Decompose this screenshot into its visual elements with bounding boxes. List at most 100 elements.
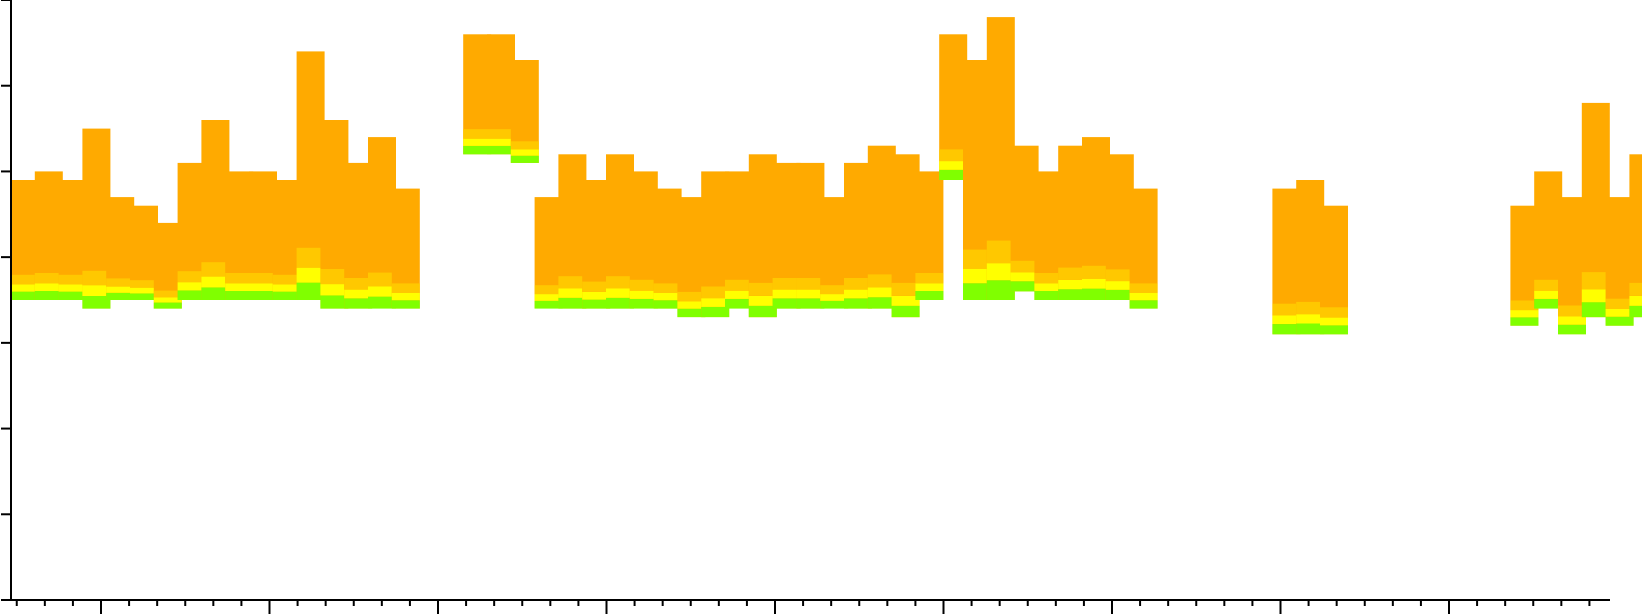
bar-segment-band	[677, 308, 706, 318]
bar	[130, 205, 158, 300]
bar	[701, 171, 730, 318]
bar	[986, 17, 1015, 300]
bar-segment-band	[106, 286, 135, 293]
bar-segment-band	[986, 263, 1015, 281]
bar-segment-band	[320, 295, 349, 309]
bar-segment-orange	[1629, 154, 1642, 318]
bar-segment-band	[344, 289, 373, 299]
bar	[1058, 145, 1087, 300]
bar-segment-band	[1272, 324, 1301, 335]
bar-segment-band	[1010, 260, 1039, 273]
bar-segment-band	[487, 138, 515, 146]
bar-segment-band	[772, 298, 801, 309]
bar-segment-band	[201, 276, 230, 288]
bar-segment-band	[153, 290, 182, 298]
bar-segment-band	[225, 273, 254, 284]
bar	[939, 34, 968, 180]
bar-segment-band	[1629, 305, 1642, 318]
bar	[1629, 154, 1642, 318]
bar-segment-band	[1272, 303, 1301, 316]
bar-segment-band	[1105, 269, 1134, 282]
bar-segment-band	[653, 293, 682, 301]
bar-segment-band	[772, 278, 801, 290]
bar-segment-band	[1129, 293, 1158, 301]
bar-segment-band	[534, 285, 563, 295]
bar	[1272, 188, 1301, 335]
bar	[891, 154, 920, 318]
bar-segment-band	[1558, 305, 1586, 317]
bar-segment-band	[725, 290, 753, 299]
bar	[106, 197, 135, 300]
bar-segment-band	[939, 169, 968, 180]
bar-segment-band	[34, 291, 63, 300]
bar-segment-band	[463, 129, 492, 139]
bar-segment-band	[1510, 317, 1539, 326]
bar-segment-band	[487, 129, 515, 139]
bar-segment-band	[272, 291, 301, 300]
bar-segment-band	[177, 271, 206, 283]
bar	[1320, 205, 1348, 335]
bar	[1510, 205, 1539, 326]
bar-segment-band	[796, 289, 825, 299]
bar-segment-band	[1010, 272, 1039, 282]
bar-segment-band	[391, 300, 420, 309]
bar-segment-band	[772, 289, 801, 299]
bar-segment-band	[106, 292, 135, 300]
bar	[1034, 171, 1063, 300]
bar-segment-band	[844, 278, 872, 290]
bar-segment-band	[272, 274, 301, 285]
bar	[1129, 188, 1158, 309]
axes	[1, 0, 1610, 614]
bar-segment-band	[153, 302, 182, 309]
bar-segment-band	[368, 286, 396, 297]
bar	[677, 197, 706, 318]
bar-segment-band	[344, 278, 373, 290]
bar-segment-band	[177, 290, 206, 300]
bar-segment-band	[629, 290, 658, 299]
bar-segment-band	[986, 240, 1015, 264]
bar-segment-band	[701, 298, 730, 307]
bar-segment-band	[582, 281, 611, 292]
bar-segment-band	[1534, 279, 1563, 291]
bar-segment-band	[653, 300, 682, 309]
bar-segment-band	[629, 279, 658, 291]
bar-segment-band	[534, 294, 563, 301]
bar-segment-band	[296, 247, 325, 268]
bar-segment-band	[820, 300, 849, 309]
bar-segment-band	[867, 274, 896, 288]
bar-segment-band	[201, 262, 230, 277]
bar-segment-band	[130, 280, 158, 288]
bar	[915, 171, 944, 300]
bar-segment-band	[11, 274, 39, 285]
bar-segment-band	[272, 284, 301, 292]
bar	[177, 162, 206, 300]
bar-segment-band	[296, 282, 325, 300]
bar-segment-band	[939, 161, 968, 170]
bar-segment-band	[963, 268, 991, 284]
bar-segment-band	[1510, 300, 1539, 311]
bar-segment-band	[368, 296, 396, 309]
bar-segment-band	[58, 284, 87, 292]
bar	[725, 171, 753, 309]
bar	[629, 171, 658, 309]
bar-segment-band	[1058, 267, 1087, 280]
bar-segment-band	[510, 149, 539, 156]
bar-segment-band	[1296, 314, 1325, 324]
bar	[201, 120, 230, 300]
bar	[1105, 154, 1134, 300]
bar	[272, 180, 301, 300]
bar-segment-band	[1082, 288, 1110, 300]
bar-segment-band	[1105, 289, 1134, 300]
bar-segment-band	[130, 287, 158, 294]
bar-segment-band	[796, 278, 825, 290]
bar-segment-band	[391, 283, 420, 293]
bar	[867, 145, 896, 309]
bar-segment-band	[58, 274, 87, 285]
bar-segment-band	[1034, 283, 1063, 291]
bar	[653, 188, 682, 309]
bar	[249, 171, 277, 300]
bar-segment-band	[1629, 296, 1642, 306]
bar-segment-band	[891, 296, 920, 306]
bar-segment-band	[939, 149, 968, 162]
